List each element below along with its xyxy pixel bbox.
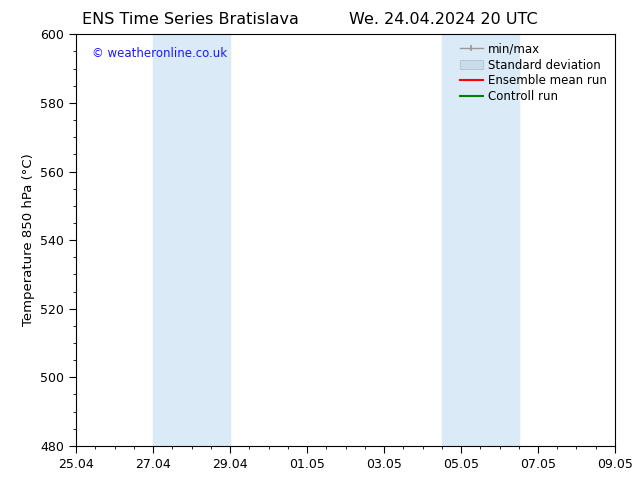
Text: ENS Time Series Bratislava: ENS Time Series Bratislava	[82, 12, 299, 27]
Legend: min/max, Standard deviation, Ensemble mean run, Controll run: min/max, Standard deviation, Ensemble me…	[455, 38, 611, 108]
Text: © weatheronline.co.uk: © weatheronline.co.uk	[93, 47, 228, 60]
Bar	[442, 34, 519, 446]
Text: We. 24.04.2024 20 UTC: We. 24.04.2024 20 UTC	[349, 12, 538, 27]
Bar	[153, 34, 230, 446]
Y-axis label: Temperature 850 hPa (°C): Temperature 850 hPa (°C)	[22, 154, 35, 326]
